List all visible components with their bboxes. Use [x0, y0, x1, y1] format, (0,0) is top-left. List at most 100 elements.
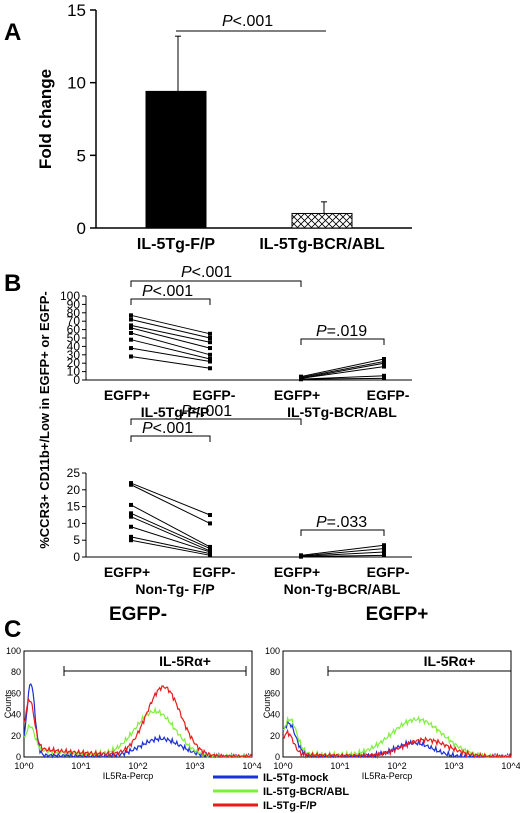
- x-tick-label: 10^1: [71, 761, 90, 771]
- x-category-label: IL-5Tg-F/P: [137, 236, 216, 253]
- pair-line: [300, 358, 385, 378]
- histogram-title: EGFP+: [366, 604, 429, 625]
- p-value: =.019: [327, 323, 368, 340]
- histogram-series-il-5tg-f-p: [23, 685, 253, 759]
- legend-label-bcr: IL-5Tg-BCR/ABL: [263, 786, 349, 798]
- data-point: [129, 337, 133, 342]
- data-point: [129, 325, 133, 330]
- data-point: [382, 546, 386, 551]
- x-category-label: IL-5Tg-BCR/ABL: [259, 236, 385, 253]
- y-tick-label: 60: [67, 323, 81, 337]
- panel-letter-c: C: [4, 616, 21, 643]
- y-tick-label: 90: [67, 297, 81, 311]
- data-point: [382, 373, 386, 378]
- p-letter: P: [142, 283, 153, 300]
- pair-line: [300, 366, 385, 379]
- pair-line: [130, 355, 211, 369]
- gate-label: IL-5Rα+: [159, 653, 211, 669]
- significance-bracket: [130, 435, 211, 442]
- y-tick-label: 50: [67, 331, 81, 345]
- data-point: [208, 331, 212, 336]
- data-point: [382, 543, 386, 548]
- x-category-label: EGFP+: [274, 564, 320, 580]
- data-point: [129, 502, 133, 507]
- pair-line: [300, 554, 385, 558]
- data-point: [129, 330, 133, 335]
- p-value-label: P=.033: [316, 514, 367, 531]
- group-label: Non-Tg-BCR/ABL: [284, 581, 401, 597]
- p-letter: P: [181, 264, 192, 281]
- x-tick-label: 10^2: [387, 761, 406, 771]
- pair-line: [130, 482, 211, 516]
- legend-label-fp: IL-5Tg-F/P: [263, 800, 317, 812]
- data-point: [382, 553, 386, 558]
- y-tick-label: 30: [67, 348, 81, 362]
- y-tick-label: 40: [11, 710, 21, 720]
- data-point: [208, 553, 212, 558]
- data-point: [129, 511, 133, 516]
- x-category-label: EGFP-: [367, 564, 410, 580]
- x-category-label: EGFP+: [104, 387, 150, 403]
- data-point: [129, 482, 133, 487]
- y-tick-label: 40: [270, 710, 280, 720]
- x-axis-title: IL5Ra-Percp: [362, 771, 413, 781]
- pair-line: [130, 347, 211, 363]
- pair-line: [300, 551, 385, 557]
- gate-marker: [63, 666, 247, 676]
- y-tick-label: 40: [67, 339, 81, 353]
- y-tick-label: 0: [16, 752, 21, 762]
- y-axis-title: Counts: [3, 689, 13, 718]
- y-tick-label: 20: [270, 731, 280, 741]
- data-point: [129, 323, 133, 328]
- y-tick-label: 100: [60, 289, 80, 303]
- x-axis-title: IL5Ra-Percp: [103, 771, 154, 781]
- plot-frame: [23, 650, 253, 758]
- y-tick-label: 70: [67, 314, 81, 328]
- data-point: [129, 524, 133, 529]
- p-value: <.001: [233, 13, 274, 30]
- x-category-label: EGFP-: [193, 564, 236, 580]
- significance-bracket: [130, 298, 211, 305]
- pair-line: [130, 324, 211, 343]
- y-tick-label: 0: [77, 219, 86, 238]
- data-point: [382, 376, 386, 381]
- data-point: [129, 538, 133, 543]
- pair-line: [130, 319, 211, 339]
- plot-frame: [282, 650, 512, 758]
- y-tick-label: 15: [67, 500, 81, 514]
- p-value-label: P<.001: [142, 420, 193, 437]
- p-letter: P: [181, 403, 192, 420]
- data-point: [129, 313, 133, 318]
- x-tick-label: 10^4: [242, 761, 261, 771]
- pair-line: [130, 512, 211, 550]
- x-category-label: EGFP-: [193, 387, 236, 403]
- p-value-label: P<.001: [142, 283, 193, 300]
- y-axis-title: %CCR3+ CD11b+/Low in EGFP+ or EGFP-: [37, 291, 52, 549]
- pair-line: [130, 339, 211, 360]
- data-point: [208, 340, 212, 345]
- p-value: <.001: [192, 403, 233, 420]
- data-point: [129, 317, 133, 322]
- group-label: IL-5Tg-BCR/ABL: [287, 404, 397, 420]
- y-tick-label: 10: [67, 365, 81, 379]
- data-point: [208, 336, 212, 340]
- x-tick-label: 10^0: [273, 761, 292, 771]
- p-value-label: P<.001: [222, 13, 273, 30]
- x-tick-label: 10^2: [128, 761, 147, 771]
- y-tick-label: 5: [77, 146, 86, 165]
- gate-marker: [327, 666, 512, 676]
- significance-bracket: [130, 280, 302, 287]
- y-tick-label: 5: [73, 533, 80, 547]
- y-tick-label: 25: [67, 466, 81, 480]
- data-point: [382, 364, 386, 369]
- pair-line: [130, 332, 211, 356]
- data-point: [129, 346, 133, 351]
- x-category-label: EGFP+: [274, 387, 320, 403]
- significance-bracket: [130, 418, 302, 425]
- y-tick-label: 60: [270, 688, 280, 698]
- histogram-series-il-5tg-f-p: [282, 728, 512, 760]
- pair-line: [300, 548, 385, 557]
- p-letter: P: [316, 323, 327, 340]
- x-tick-label: 10^0: [14, 761, 33, 771]
